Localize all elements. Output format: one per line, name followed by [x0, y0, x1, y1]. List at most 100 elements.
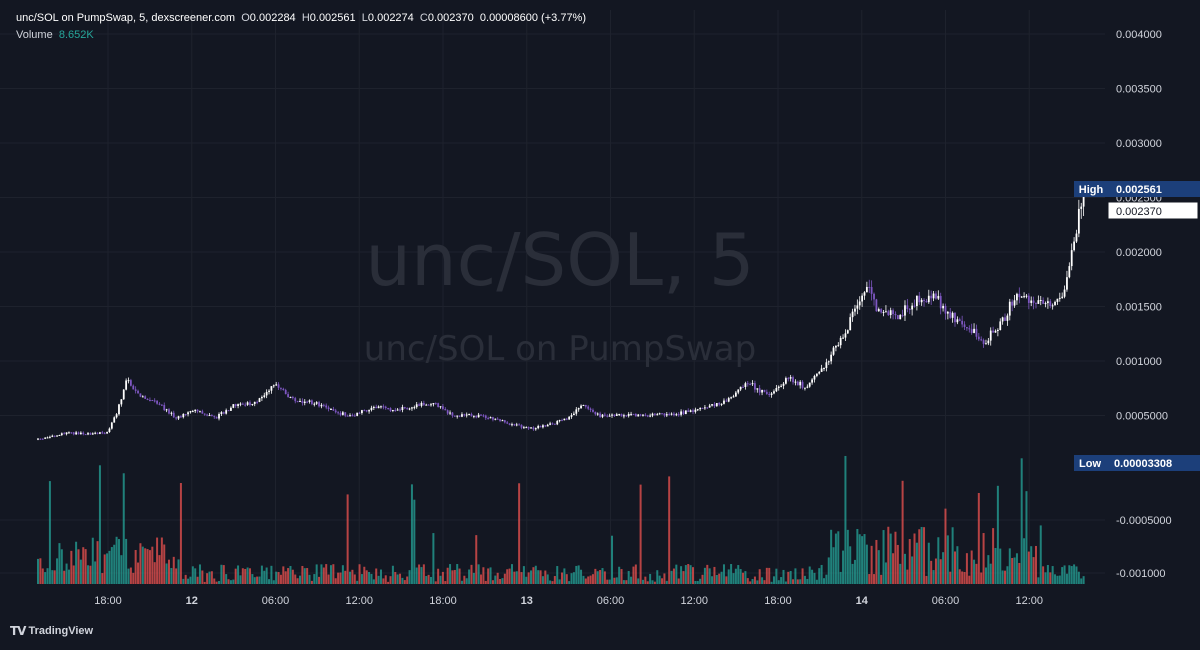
volume-bar: [696, 581, 699, 584]
tradingview-branding[interactable]: TV TradingView: [10, 624, 93, 638]
volume-bar: [363, 566, 366, 584]
low-badge-label: Low: [1079, 458, 1101, 470]
candle-body: [1044, 303, 1047, 305]
candle-body: [196, 409, 199, 412]
volume-bar: [527, 572, 530, 584]
volume-bar: [725, 576, 728, 584]
volume-bar: [391, 565, 394, 584]
candle-body: [230, 407, 232, 411]
volume-bar: [37, 558, 39, 584]
candle-body: [1066, 277, 1068, 290]
volume-bar: [499, 579, 502, 584]
candle-body: [1042, 299, 1045, 304]
candle-body: [861, 295, 864, 302]
candle-body: [263, 395, 266, 397]
candle-body: [110, 422, 113, 429]
volume-bar: [437, 568, 440, 584]
candle-body: [544, 425, 547, 427]
candle-body: [627, 414, 630, 417]
candle-body: [265, 391, 268, 396]
volume-bar: [677, 578, 680, 584]
candle-body: [82, 432, 85, 435]
candle-body: [1035, 302, 1037, 304]
candle-body: [275, 384, 278, 386]
candle-body: [346, 415, 349, 417]
candle-body: [799, 381, 802, 386]
volume-bar: [91, 537, 94, 584]
volume-bar: [884, 562, 887, 584]
candle-body: [911, 305, 914, 310]
volume-bar: [1051, 566, 1054, 584]
volume-bar: [463, 575, 466, 584]
candle-body: [925, 301, 928, 303]
volume-bar: [268, 579, 271, 584]
candle-body: [506, 422, 509, 424]
volume-bar: [39, 558, 42, 584]
candle-body: [839, 337, 842, 346]
candle-body: [1008, 301, 1011, 316]
volume-bar: [949, 571, 952, 584]
candle-body: [125, 380, 128, 390]
volume-bar: [665, 580, 668, 584]
volume-bar: [58, 543, 61, 584]
candle-body: [284, 389, 287, 395]
candle-body: [825, 362, 828, 369]
volume-bar: [384, 575, 387, 584]
volume-bar: [79, 559, 82, 584]
volume-bar: [1068, 565, 1071, 584]
candle-body: [746, 383, 749, 385]
time-axis[interactable]: 18:00 12 06:00 12:00 18:00 13 06:00 12:00 18:00 1…: [94, 595, 1043, 607]
x-tick-label: 12:00: [345, 595, 373, 607]
volume-bar: [873, 574, 876, 584]
volume-bar: [98, 465, 101, 584]
volume-bar: [658, 575, 661, 584]
volume-bar: [453, 569, 456, 584]
volume-bar: [122, 473, 125, 584]
candle-body: [96, 432, 99, 434]
tradingview-brand-text: TradingView: [28, 625, 94, 637]
volume-bar: [889, 533, 892, 584]
volume-bar: [320, 564, 323, 584]
candle-body: [353, 415, 356, 417]
candle-body: [253, 401, 256, 404]
candle-body: [968, 328, 971, 330]
volume-bar: [1037, 577, 1040, 584]
volume-bar: [315, 564, 318, 584]
candle-body: [472, 415, 475, 417]
candle-body: [215, 416, 218, 419]
volume-bar: [525, 576, 528, 584]
candle-body: [1061, 296, 1064, 298]
candle-body: [568, 416, 571, 420]
volume-bar: [163, 544, 166, 584]
volume-bar: [141, 546, 144, 584]
candle-body: [577, 408, 580, 410]
y-tick-label: 0.002000: [1116, 247, 1162, 259]
volume-bar: [275, 571, 278, 584]
volume-bar: [582, 575, 585, 584]
volume-bar: [689, 565, 692, 584]
candle-body: [1023, 296, 1025, 298]
candle-body: [870, 287, 873, 294]
candle-body: [1027, 295, 1030, 303]
volume-bar: [632, 566, 635, 584]
candle-body: [584, 404, 587, 407]
volume-bar: [425, 576, 428, 584]
price-axis[interactable]: 0.0040000.0035000.0030000.0025000.002000…: [1116, 29, 1172, 580]
candle-body: [1058, 297, 1061, 299]
volume-bar: [737, 565, 740, 584]
y-tick-label: 0.003000: [1116, 138, 1162, 150]
volume-bar: [758, 569, 761, 584]
candle-body: [68, 432, 70, 434]
candle-body: [1025, 295, 1028, 297]
volume-bar: [358, 564, 361, 584]
candle-body: [613, 414, 616, 416]
volume-bar: [375, 568, 378, 584]
candle-body: [565, 418, 568, 420]
candle-body: [649, 415, 652, 417]
candle-body: [813, 375, 816, 380]
candle-body: [720, 403, 723, 405]
candle-body: [704, 407, 706, 409]
volume-bar: [482, 567, 485, 584]
